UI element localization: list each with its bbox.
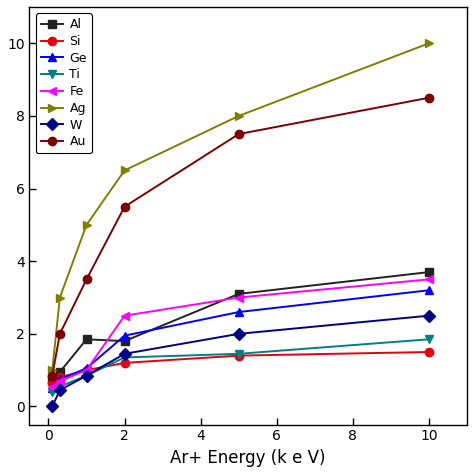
Al (236, 291, 242, 297)
Si (57, 374, 63, 380)
Ag (426, 40, 432, 46)
Ag (84, 222, 90, 228)
Fe (122, 313, 128, 319)
Au (236, 131, 242, 137)
W (236, 331, 242, 337)
Line: Ge: Ge (48, 286, 433, 392)
W (49, 404, 55, 410)
Ag (49, 367, 55, 373)
Fe (426, 276, 432, 282)
Al (426, 269, 432, 275)
W (57, 387, 63, 393)
Line: Au: Au (48, 93, 433, 380)
Line: Ti: Ti (48, 335, 433, 396)
W (122, 351, 128, 356)
Ge (122, 333, 128, 338)
W (426, 313, 432, 319)
Al (57, 369, 63, 375)
Al (122, 338, 128, 344)
Fe (236, 295, 242, 301)
Line: Al: Al (48, 268, 433, 383)
Au (57, 331, 63, 337)
Ag (122, 167, 128, 173)
Fe (84, 367, 90, 373)
Al (84, 337, 90, 342)
Ti (57, 383, 63, 389)
Si (426, 349, 432, 355)
X-axis label: Ar+ Energy (k e V): Ar+ Energy (k e V) (171, 449, 326, 467)
Ag (236, 113, 242, 119)
Si (236, 353, 242, 358)
Ti (84, 373, 90, 378)
Fe (49, 383, 55, 389)
Ge (49, 385, 55, 391)
Au (426, 95, 432, 100)
Ag (57, 295, 63, 301)
Ti (426, 337, 432, 342)
Au (49, 373, 55, 378)
Line: Si: Si (48, 348, 433, 387)
Ge (84, 365, 90, 371)
Au (84, 276, 90, 282)
Ti (122, 355, 128, 360)
Line: Fe: Fe (48, 275, 433, 391)
Ge (236, 309, 242, 315)
W (84, 373, 90, 378)
Ge (426, 287, 432, 293)
Si (122, 360, 128, 366)
Si (49, 380, 55, 386)
Ge (57, 376, 63, 382)
Ti (236, 351, 242, 356)
Line: Ag: Ag (48, 39, 433, 374)
Legend: Al, Si, Ge, Ti, Fe, Ag, W, Au: Al, Si, Ge, Ti, Fe, Ag, W, Au (36, 13, 92, 154)
Fe (57, 378, 63, 384)
Line: W: W (48, 311, 433, 410)
Ti (49, 389, 55, 395)
Si (84, 367, 90, 373)
Au (122, 204, 128, 210)
Al (49, 376, 55, 382)
